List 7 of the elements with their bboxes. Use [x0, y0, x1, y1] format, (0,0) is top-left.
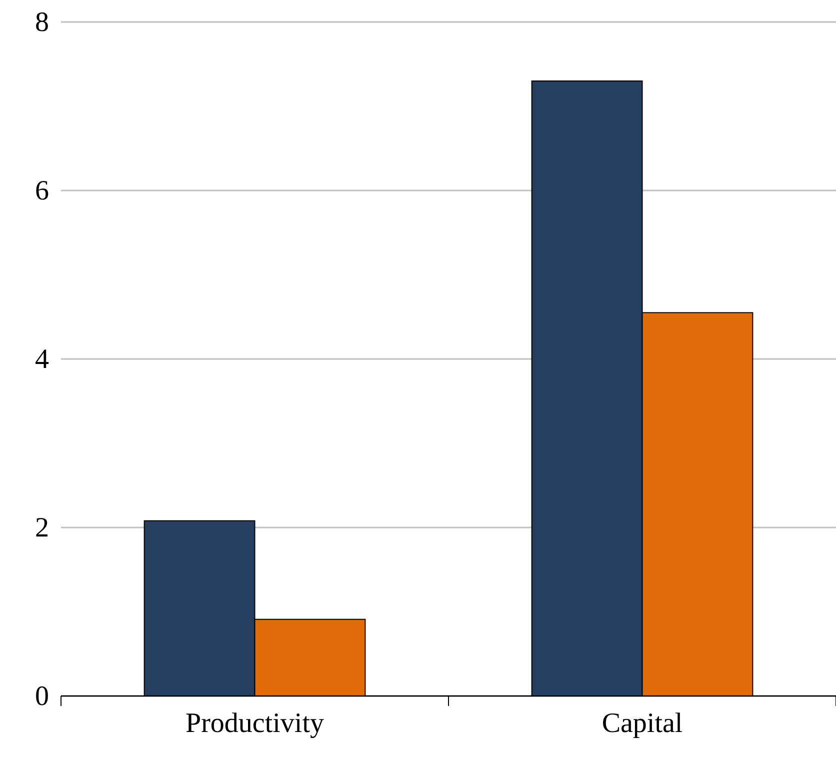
x-tick-label: Productivity — [186, 708, 324, 739]
x-tick-label: Capital — [602, 708, 683, 739]
y-tick-label: 2 — [35, 512, 49, 544]
y-tick-label: 6 — [35, 175, 49, 206]
y-tick-label: 8 — [35, 6, 49, 38]
y-tick-label: 0 — [35, 680, 49, 712]
y-tick-label: 4 — [35, 344, 49, 375]
